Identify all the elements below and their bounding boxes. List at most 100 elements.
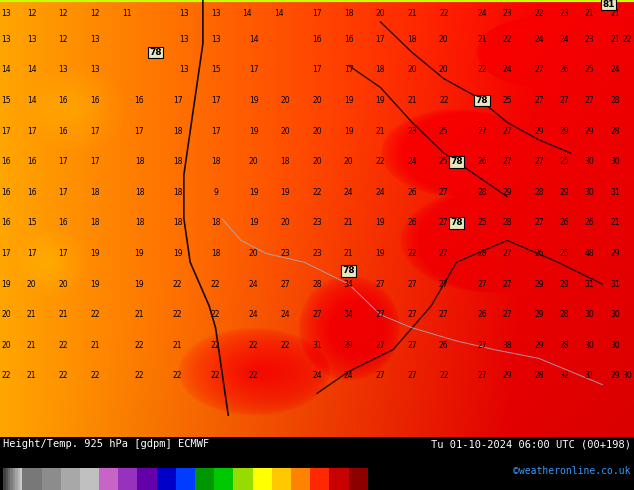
Text: 17: 17 xyxy=(172,96,183,105)
Text: 21: 21 xyxy=(59,310,68,319)
Text: 28: 28 xyxy=(313,280,321,289)
Text: 12: 12 xyxy=(91,9,100,18)
Text: 26: 26 xyxy=(477,157,487,166)
Text: 15: 15 xyxy=(210,66,221,74)
Text: 17: 17 xyxy=(375,35,385,44)
Text: 18: 18 xyxy=(211,219,220,227)
Text: 21: 21 xyxy=(376,126,385,136)
Text: 13: 13 xyxy=(1,9,11,18)
Text: 22: 22 xyxy=(91,310,100,319)
Text: 24: 24 xyxy=(312,371,322,380)
Text: 21: 21 xyxy=(611,35,619,44)
Text: 28: 28 xyxy=(560,310,569,319)
Text: 22: 22 xyxy=(59,371,68,380)
Text: 12: 12 xyxy=(59,35,68,44)
Text: 22: 22 xyxy=(439,9,448,18)
Text: 19: 19 xyxy=(344,96,354,105)
Text: 21: 21 xyxy=(91,341,100,350)
Text: 27: 27 xyxy=(439,280,449,289)
Text: 18: 18 xyxy=(211,157,220,166)
Text: 78: 78 xyxy=(450,157,463,166)
Bar xyxy=(18,468,20,490)
Text: 17: 17 xyxy=(344,66,354,74)
Text: 26: 26 xyxy=(439,341,449,350)
Text: 29: 29 xyxy=(534,280,544,289)
Text: 29: 29 xyxy=(502,371,512,380)
Text: 17: 17 xyxy=(58,249,68,258)
Text: 20: 20 xyxy=(280,219,290,227)
Text: 20: 20 xyxy=(344,157,354,166)
Text: 19: 19 xyxy=(280,188,290,197)
Text: 24: 24 xyxy=(559,35,569,44)
Text: 22: 22 xyxy=(503,35,512,44)
Text: 48: 48 xyxy=(585,249,595,258)
Text: 22: 22 xyxy=(439,96,448,105)
Text: 78: 78 xyxy=(342,267,355,275)
Text: 29: 29 xyxy=(502,188,512,197)
Text: 28: 28 xyxy=(503,219,512,227)
Text: 78: 78 xyxy=(476,96,488,105)
Text: ©weatheronline.co.uk: ©weatheronline.co.uk xyxy=(514,466,631,476)
Text: 30: 30 xyxy=(610,310,620,319)
Text: 21: 21 xyxy=(173,341,182,350)
Text: 30: 30 xyxy=(585,157,595,166)
Text: 13: 13 xyxy=(179,35,189,44)
Text: 19: 19 xyxy=(375,219,385,227)
Text: 17: 17 xyxy=(27,126,37,136)
Text: 25: 25 xyxy=(477,219,487,227)
Bar xyxy=(157,468,176,490)
Text: 27: 27 xyxy=(407,341,417,350)
Text: 27: 27 xyxy=(280,280,290,289)
Text: 17: 17 xyxy=(249,66,259,74)
Text: 20: 20 xyxy=(280,96,290,105)
Text: 22: 22 xyxy=(135,341,144,350)
Text: 19: 19 xyxy=(375,249,385,258)
Text: 19: 19 xyxy=(134,280,145,289)
Text: Height/Temp. 925 hPa [gdpm] ECMWF: Height/Temp. 925 hPa [gdpm] ECMWF xyxy=(3,439,209,449)
Text: 21: 21 xyxy=(611,219,619,227)
Text: 22: 22 xyxy=(376,157,385,166)
Text: 18: 18 xyxy=(173,219,182,227)
Text: 23: 23 xyxy=(502,9,512,18)
Text: 30: 30 xyxy=(623,371,633,380)
Text: 25: 25 xyxy=(439,126,449,136)
Bar xyxy=(176,468,195,490)
Text: 23: 23 xyxy=(585,35,595,44)
Text: 29: 29 xyxy=(559,188,569,197)
Text: 22: 22 xyxy=(173,310,182,319)
Text: 27: 27 xyxy=(502,249,512,258)
Text: 27: 27 xyxy=(534,157,544,166)
Text: 28: 28 xyxy=(477,249,486,258)
Text: 17: 17 xyxy=(27,249,37,258)
Text: 27: 27 xyxy=(407,371,417,380)
Text: 17: 17 xyxy=(1,126,11,136)
Text: 20: 20 xyxy=(312,157,322,166)
Text: 13: 13 xyxy=(90,35,100,44)
Text: 27: 27 xyxy=(477,280,487,289)
Text: 21: 21 xyxy=(135,310,144,319)
Text: 18: 18 xyxy=(91,188,100,197)
Text: 18: 18 xyxy=(173,126,182,136)
Text: 29: 29 xyxy=(610,249,620,258)
Bar xyxy=(8,468,10,490)
Bar xyxy=(42,468,61,490)
Text: 25: 25 xyxy=(439,157,449,166)
Text: 16: 16 xyxy=(134,96,145,105)
Text: 22: 22 xyxy=(91,371,100,380)
Text: 13: 13 xyxy=(179,66,189,74)
Text: 27: 27 xyxy=(375,280,385,289)
Text: 31: 31 xyxy=(585,371,595,380)
Bar xyxy=(233,468,252,490)
Text: 24: 24 xyxy=(534,35,544,44)
Text: 21: 21 xyxy=(27,310,36,319)
Text: 22: 22 xyxy=(59,341,68,350)
Text: 12: 12 xyxy=(59,9,68,18)
Text: 23: 23 xyxy=(312,249,322,258)
Text: 27: 27 xyxy=(439,188,449,197)
Text: 29: 29 xyxy=(534,126,544,136)
Text: 17: 17 xyxy=(1,249,11,258)
Text: 31: 31 xyxy=(312,341,322,350)
Bar xyxy=(252,468,272,490)
Text: 13: 13 xyxy=(210,35,221,44)
Text: 24: 24 xyxy=(477,9,487,18)
